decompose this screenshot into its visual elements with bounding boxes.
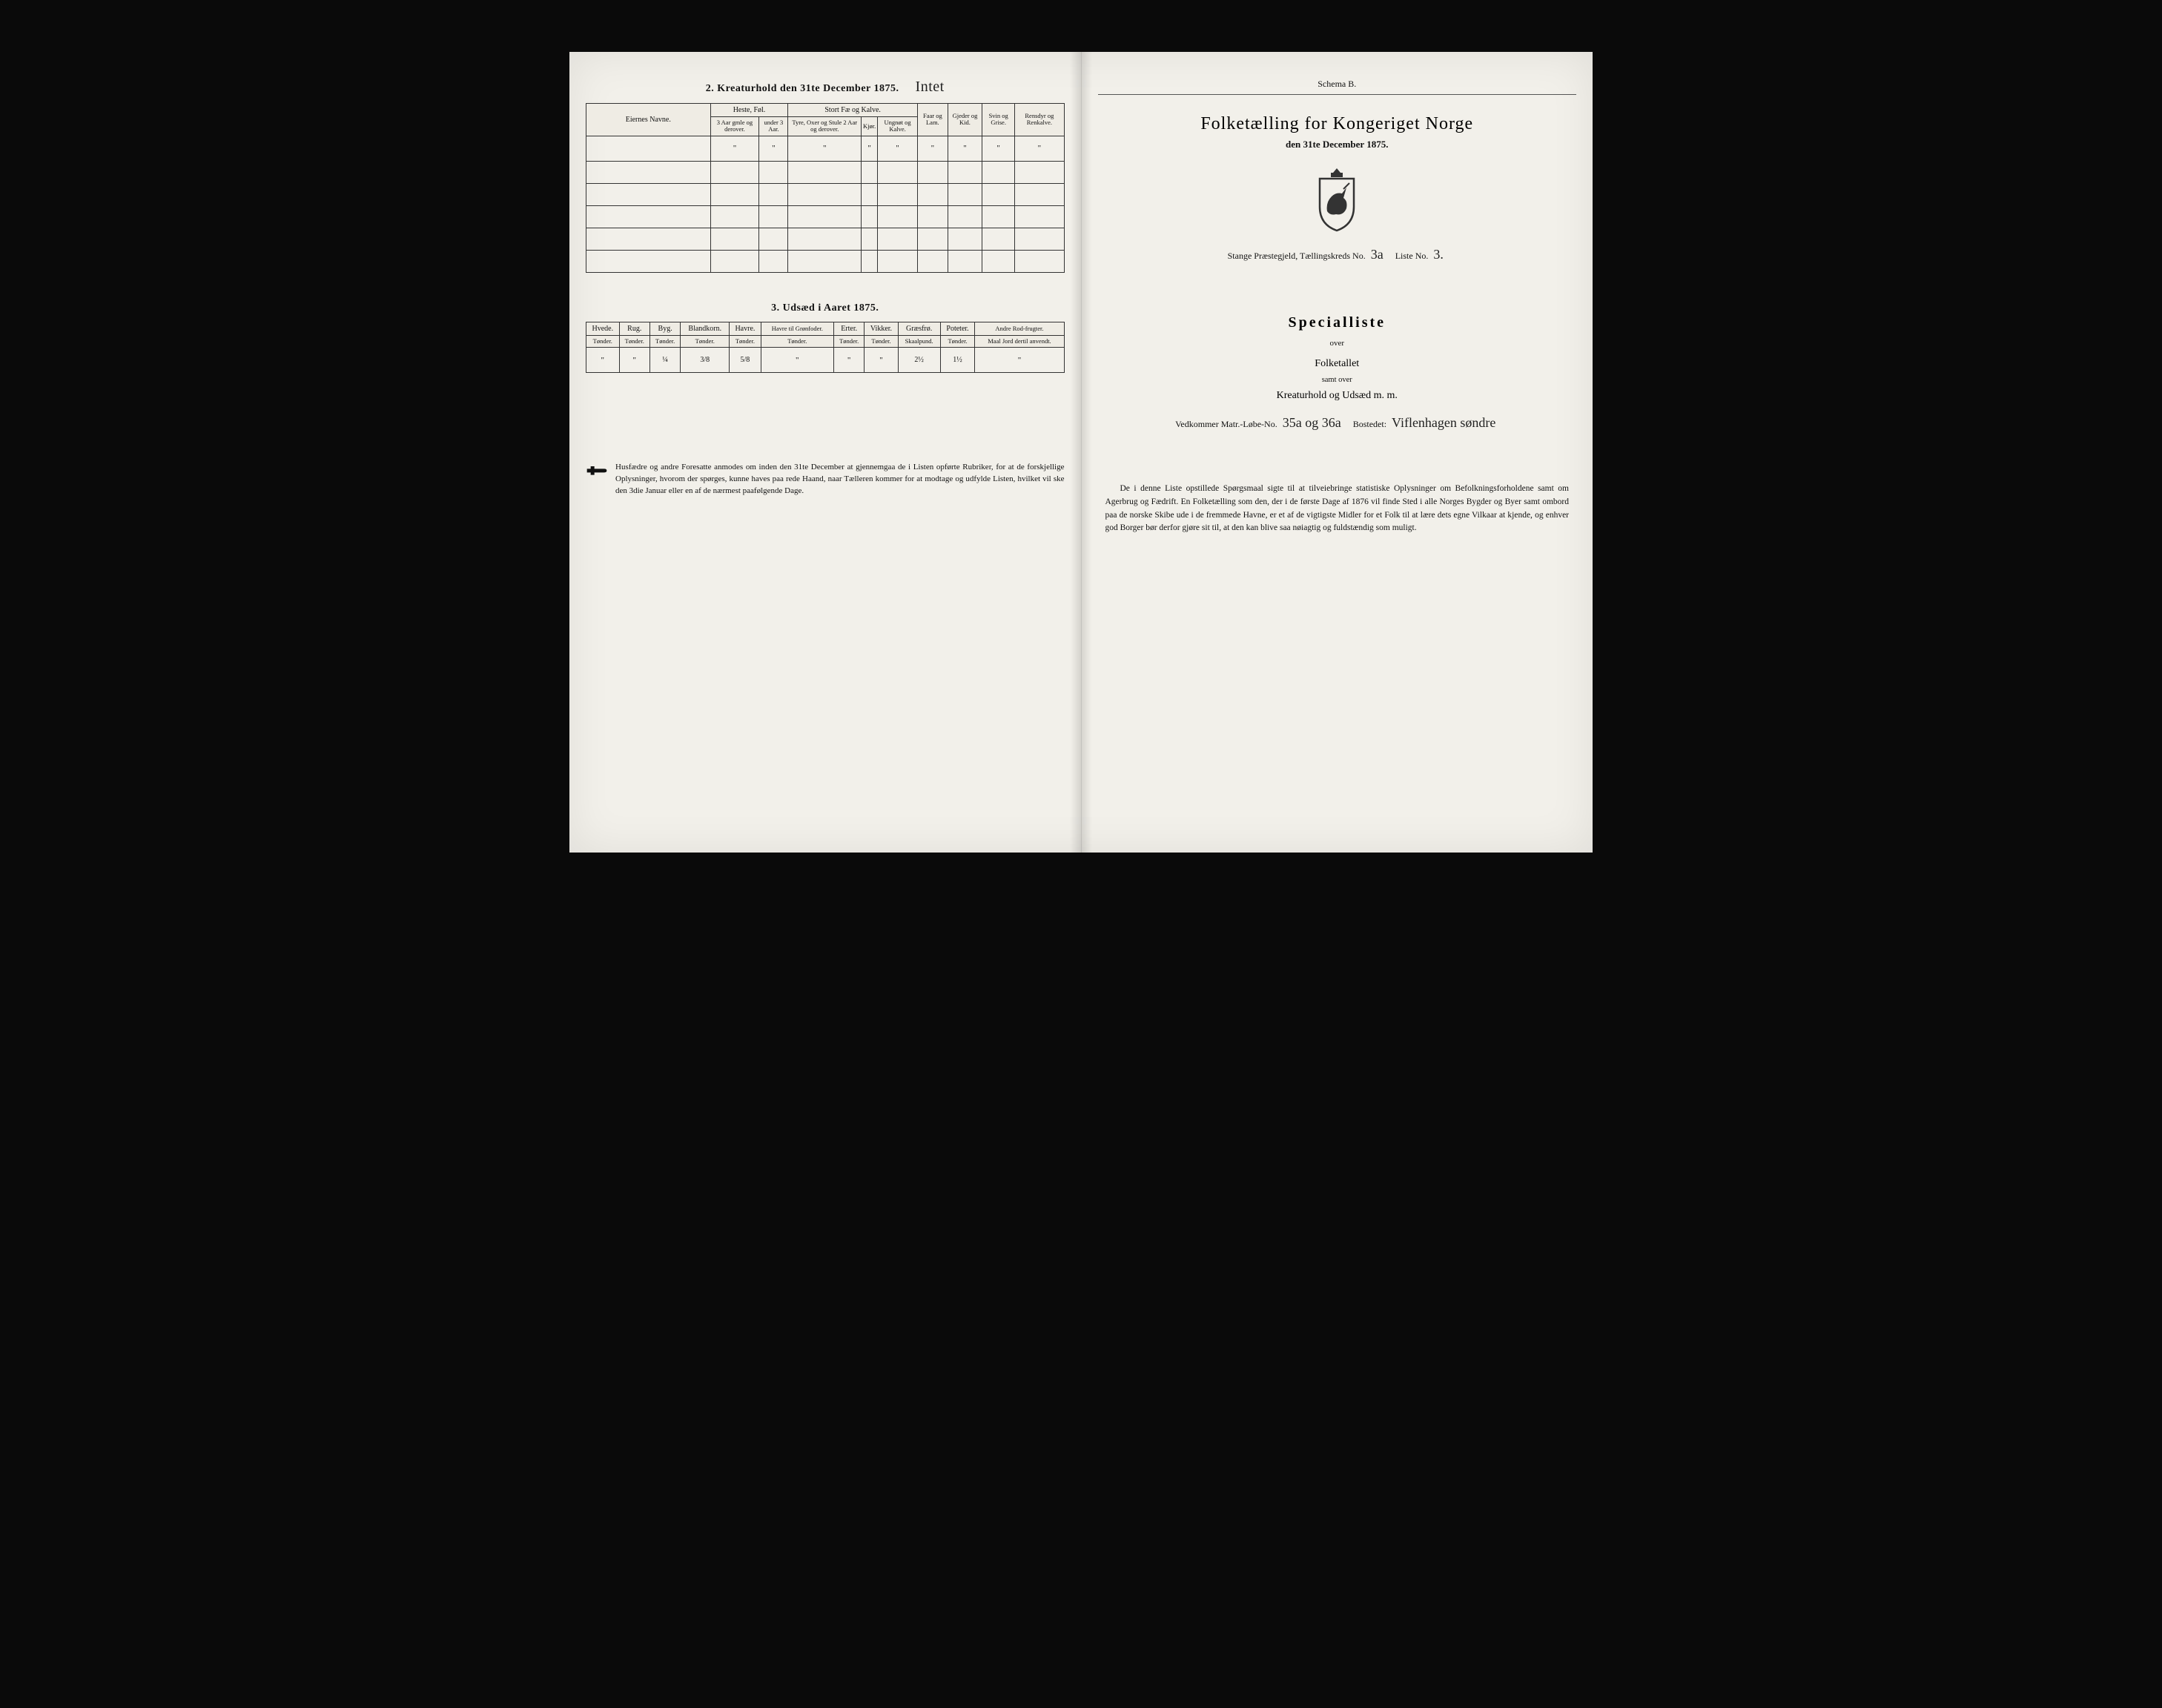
kreaturhold-table: Eiernes Navne. Heste, Føl. Stort Fæ og K… <box>586 103 1065 273</box>
cell: " <box>788 136 862 161</box>
section2-title: 2. Kreaturhold den 31te December 1875. I… <box>586 79 1065 96</box>
liste-no-value: 3. <box>1430 247 1447 262</box>
col-fae-tyre: Tyre, Oxer og Stule 2 Aar og derover. <box>788 117 862 136</box>
section2-heading: Kreaturhold den 31te December 1875. <box>717 83 899 94</box>
body-paragraph: De i denne Liste opstillede Spørgsmaal s… <box>1098 483 1577 535</box>
col-blandkorn: Blandkorn. <box>681 322 730 335</box>
col-havre-gronfoder: Havre til Grønfoder. <box>761 322 833 335</box>
cell: " <box>975 348 1064 373</box>
unit: Tønder. <box>586 335 620 347</box>
unit: Skaalpund. <box>898 335 940 347</box>
col-fae-ungnot: Ungnøt og Kalve. <box>878 117 918 136</box>
cell: 1½ <box>940 348 975 373</box>
cell: " <box>982 136 1015 161</box>
matr-line: Vedkommer Matr.-Løbe-No. 35a og 36a Bost… <box>1098 415 1577 431</box>
over-label-1: over <box>1098 339 1577 348</box>
unit: Tønder. <box>940 335 975 347</box>
col-byg: Byg. <box>649 322 680 335</box>
cell: " <box>865 348 898 373</box>
cell: " <box>878 136 918 161</box>
left-page: 2. Kreaturhold den 31te December 1875. I… <box>569 52 1082 853</box>
cell: " <box>619 348 649 373</box>
col-erter: Erter. <box>833 322 864 335</box>
right-page: Schema B. Folketælling for Kongeriget No… <box>1082 52 1593 853</box>
cell: " <box>917 136 948 161</box>
cell: " <box>862 136 878 161</box>
matr-no-value: 35a og 36a <box>1280 415 1344 430</box>
udsaed-table: Hvede. Rug. Byg. Blandkorn. Havre. Havre… <box>586 322 1065 373</box>
col-rug: Rug. <box>619 322 649 335</box>
unit: Tønder. <box>649 335 680 347</box>
unit: Tønder. <box>833 335 864 347</box>
cell: " <box>761 348 833 373</box>
col-faar: Faar og Lam. <box>917 104 948 136</box>
col-eiernes-navne: Eiernes Navne. <box>586 104 711 136</box>
table-row <box>586 228 1065 250</box>
cell: " <box>759 136 788 161</box>
main-subtitle: den 31te December 1875. <box>1098 139 1577 150</box>
bostedet-value: Viflenhagen søndre <box>1389 415 1498 430</box>
footnote-text: Husfædre og andre Foresatte anmodes om i… <box>615 462 1065 497</box>
unit: Tønder. <box>761 335 833 347</box>
locality-kreds-value: 3a <box>1368 247 1386 262</box>
section3-number: 3. <box>771 302 780 314</box>
document-paper: 2. Kreaturhold den 31te December 1875. I… <box>569 52 1593 853</box>
cell-eier <box>586 136 711 161</box>
section3-title: 3. Udsæd i Aaret 1875. <box>586 302 1065 314</box>
unit: Tønder. <box>730 335 761 347</box>
col-havre: Havre. <box>730 322 761 335</box>
locality-line: Stange Præstegjeld, Tællingskreds No. 3a… <box>1098 247 1577 262</box>
matr-prefix: Vedkommer Matr.-Løbe-No. <box>1175 419 1277 429</box>
col-heste-under3: under 3 Aar. <box>759 117 788 136</box>
col-fae-kjor: Kjør. <box>862 117 878 136</box>
col-rodfrugter: Andre Rod-frugter. <box>975 322 1064 335</box>
cell: " <box>948 136 982 161</box>
colgroup-heste: Heste, Føl. <box>710 104 788 117</box>
colgroup-fae: Stort Fæ og Kalve. <box>788 104 917 117</box>
specialliste-title: Specialliste <box>1098 314 1577 331</box>
cell: " <box>1015 136 1064 161</box>
col-rensdyr: Rensdyr og Renkalve. <box>1015 104 1064 136</box>
coat-of-arms-icon <box>1311 167 1363 234</box>
kreaturhold-line: Kreaturhold og Udsæd m. m. <box>1098 390 1577 402</box>
cell: " <box>710 136 759 161</box>
table-row <box>586 205 1065 228</box>
schema-rule <box>1098 94 1577 95</box>
col-vikker: Vikker. <box>865 322 898 335</box>
cell: " <box>586 348 620 373</box>
col-poteter: Poteter. <box>940 322 975 335</box>
unit: Maal Jord dertil anvendt. <box>975 335 1064 347</box>
table-row <box>586 183 1065 205</box>
samt-over-label: samt over <box>1098 376 1577 384</box>
locality-prefix: Stange Præstegjeld, Tællingskreds No. <box>1228 251 1366 261</box>
folketallet-label: Folketallet <box>1098 358 1577 370</box>
col-gjeder: Gjeder og Kid. <box>948 104 982 136</box>
col-hvede: Hvede. <box>586 322 620 335</box>
unit: Tønder. <box>681 335 730 347</box>
cell: ¼ <box>649 348 680 373</box>
cell: 3/8 <box>681 348 730 373</box>
footnote-block: Husfædre og andre Foresatte anmodes om i… <box>586 462 1065 497</box>
pointing-hand-icon <box>586 462 608 478</box>
unit: Tønder. <box>619 335 649 347</box>
table-row <box>586 161 1065 183</box>
scan-frame: 2. Kreaturhold den 31te December 1875. I… <box>547 30 1615 875</box>
section2-number: 2. <box>706 83 715 94</box>
liste-label: Liste No. <box>1395 251 1429 261</box>
col-svin: Svin og Grise. <box>982 104 1015 136</box>
cell: 5/8 <box>730 348 761 373</box>
table-row: " " ¼ 3/8 5/8 " " " 2½ 1½ " <box>586 348 1065 373</box>
cell: 2½ <box>898 348 940 373</box>
col-graesfro: Græsfrø. <box>898 322 940 335</box>
table-row: " " " " " " " " " <box>586 136 1065 161</box>
bostedet-label: Bostedet: <box>1353 419 1386 429</box>
table-row <box>586 250 1065 272</box>
section2-handwritten-note: Intet <box>916 79 945 95</box>
section3-heading: Udsæd i Aaret 1875. <box>783 302 879 314</box>
main-title: Folketælling for Kongeriget Norge <box>1098 114 1577 134</box>
col-heste-3aar: 3 Aar gmle og derover. <box>710 117 759 136</box>
cell: " <box>833 348 864 373</box>
schema-label: Schema B. <box>1098 79 1577 90</box>
unit: Tønder. <box>865 335 898 347</box>
